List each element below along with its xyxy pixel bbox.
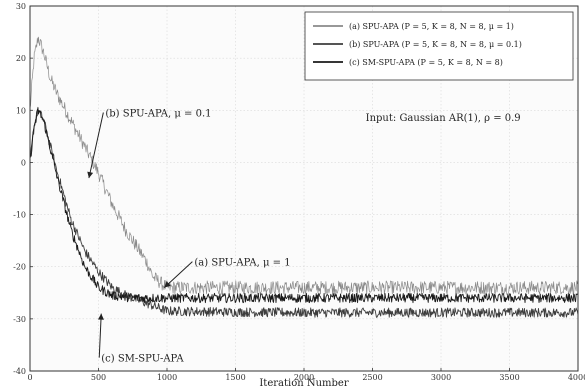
annotation-arrow-3: [98, 313, 102, 358]
series-layer: [29, 36, 579, 318]
series-line-2: [29, 106, 579, 318]
annotation-3: (c) SM-SPU-APA: [101, 354, 184, 365]
annotation-1: (b) SPU-APA, μ = 0.1: [105, 109, 211, 120]
y-tick-label: 20: [16, 54, 26, 63]
x-tick-label: 3000: [431, 373, 451, 382]
annotation-arrowhead-3: [97, 313, 104, 320]
y-tick-label: 10: [16, 106, 26, 115]
axis-ticks: 050010001500200025003000350040003020100-…: [13, 2, 585, 382]
x-tick-label: 1000: [157, 373, 177, 382]
legend-label-2: (b) SPU-APA (P = 5, K = 8, N = 8, μ = 0.…: [349, 40, 522, 49]
y-tick-label: -10: [13, 211, 26, 220]
x-tick-label: 500: [91, 373, 106, 382]
annotation-arrow-2: [163, 261, 193, 288]
y-tick-label: -30: [13, 315, 26, 324]
y-tick-label: -20: [13, 263, 26, 272]
series-line-3: [29, 108, 579, 304]
legend: (a) SPU-APA (P = 5, K = 8, N = 8, μ = 1)…: [304, 11, 574, 81]
y-tick-label: 30: [16, 2, 26, 11]
annotation-2: (a) SPU-APA, μ = 1: [194, 258, 290, 269]
x-tick-label: 2000: [294, 373, 314, 382]
legend-label-1: (a) SPU-APA (P = 5, K = 8, N = 8, μ = 1): [349, 22, 514, 31]
x-axis-label: Iteration Number: [259, 378, 348, 389]
y-tick-label: 0: [21, 158, 26, 167]
legend-box: [304, 11, 574, 81]
x-tick-label: 2500: [362, 373, 382, 382]
legend-label-3: (c) SM-SPU-APA (P = 5, K = 8, N = 8): [349, 58, 503, 67]
y-tick-label: -40: [13, 367, 26, 376]
x-tick-label: 0: [27, 373, 32, 382]
annotation-4: Input: Gaussian AR(1), ρ = 0.9: [366, 113, 521, 124]
annotations-layer: (b) SPU-APA, μ = 0.1 (a) SPU-APA, μ = 1 (c…: [87, 109, 521, 365]
x-tick-label: 1500: [225, 373, 245, 382]
x-tick-label: 4000: [568, 373, 585, 382]
annotation-arrowhead-2: [164, 281, 171, 288]
grid: [30, 6, 578, 371]
annotation-arrow-1: [88, 112, 104, 179]
annotation-arrowhead-1: [87, 171, 94, 179]
series-line-1: [29, 36, 579, 295]
x-tick-label: 3500: [499, 373, 519, 382]
